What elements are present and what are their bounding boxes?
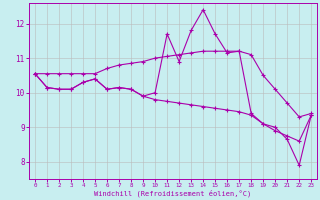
X-axis label: Windchill (Refroidissement éolien,°C): Windchill (Refroidissement éolien,°C)	[94, 190, 252, 197]
